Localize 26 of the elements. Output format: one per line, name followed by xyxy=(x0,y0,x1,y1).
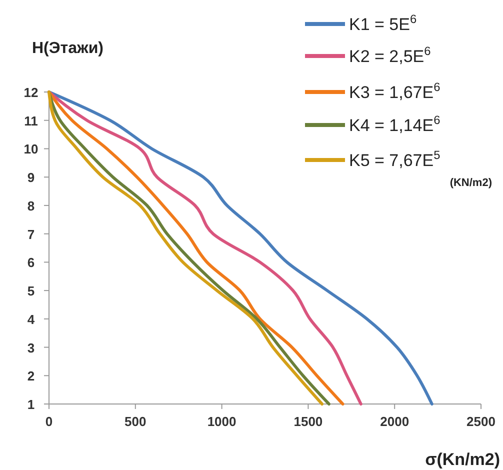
x-tick-label: 0 xyxy=(45,414,53,429)
legend-label: K3 = 1,67E$^{6}$ xyxy=(349,80,441,102)
y-tick-label: 2 xyxy=(27,368,35,384)
y-tick-label: 11 xyxy=(24,113,38,128)
annotation: (KN/m2) xyxy=(450,177,492,189)
legend-label: K4 = 1,14E$^{6}$ xyxy=(349,113,441,135)
y-tick-label: 1 xyxy=(27,397,35,412)
y-tick-label: 4 xyxy=(27,312,36,327)
y-tick-label: 3 xyxy=(27,340,35,356)
y-tick-label: 9 xyxy=(27,170,35,186)
y-axis-title: H(Этажи) xyxy=(32,40,104,57)
x-tick-label: 2500 xyxy=(466,414,496,429)
legend-label: K1 = 5E$^{6}$ xyxy=(349,12,417,34)
y-tick-label: 12 xyxy=(24,85,38,100)
x-tick-label: 1500 xyxy=(294,414,323,429)
legend-label: K2 = 2,5E$^{6}$ xyxy=(349,44,432,66)
y-tick-label: 6 xyxy=(27,255,35,270)
y-tick-label: 5 xyxy=(27,284,35,299)
y-tick-label: 7 xyxy=(27,226,35,242)
y-tick-label: 10 xyxy=(24,142,38,157)
x-tick-label: 1000 xyxy=(207,414,236,429)
y-tick-label: 8 xyxy=(27,198,35,214)
legend-label: K5 = 7,67E$^{5}$ xyxy=(349,148,441,170)
x-tick-label: 2000 xyxy=(380,414,410,429)
x-axis-title: σ(Kn/m2) xyxy=(425,450,500,469)
x-tick-label: 500 xyxy=(124,414,146,429)
